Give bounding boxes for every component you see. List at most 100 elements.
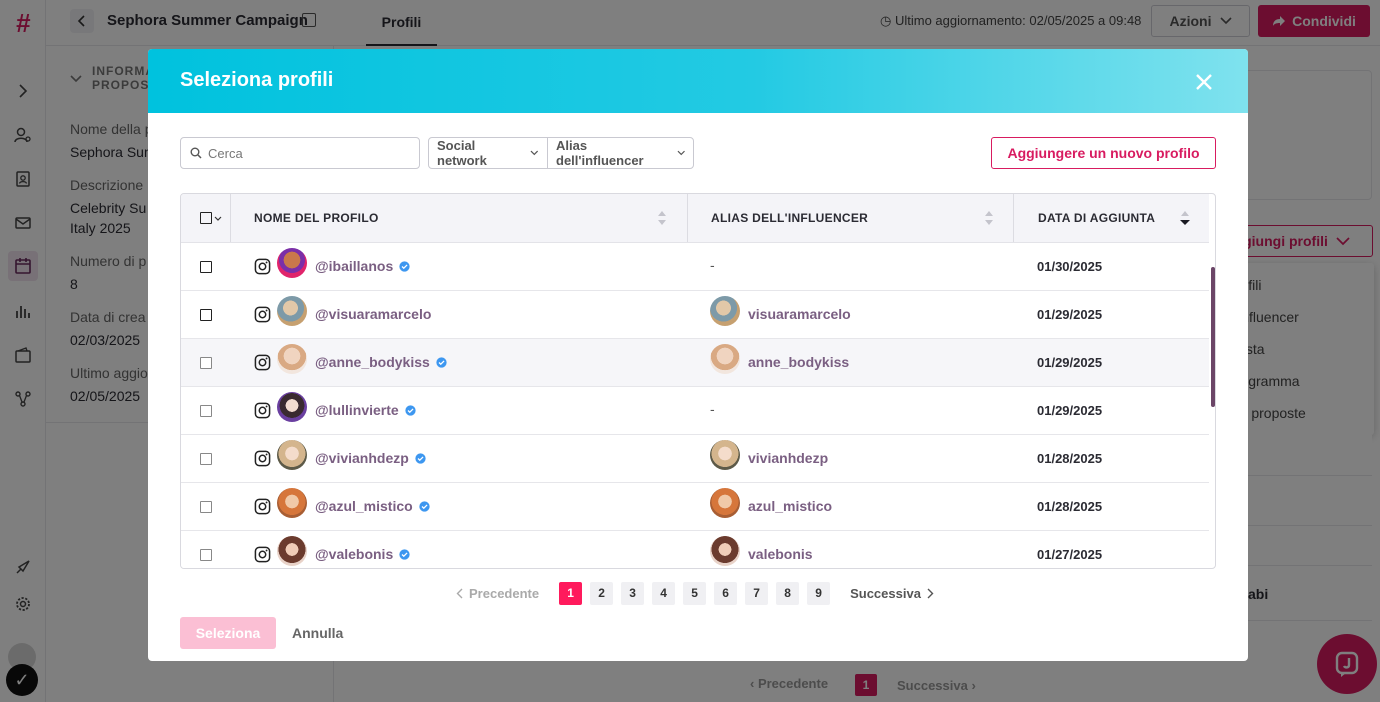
search-input[interactable] xyxy=(180,137,420,169)
row-checkbox[interactable] xyxy=(200,309,212,321)
verified-badge-icon xyxy=(405,405,416,416)
verified-badge-icon xyxy=(415,453,426,464)
influencer-alias[interactable]: anne_bodykiss xyxy=(748,354,850,370)
verified-badge-icon xyxy=(399,261,410,272)
column-header-date-added[interactable]: DATA DI AGGIUNTA xyxy=(1038,211,1156,225)
profile-handle[interactable]: @valebonis xyxy=(315,546,410,562)
select-profiles-modal: Seleziona profili Social network Alias d… xyxy=(148,49,1248,661)
alias-empty: - xyxy=(710,401,715,417)
profile-avatar xyxy=(277,248,307,278)
modal-title: Seleziona profili xyxy=(180,69,334,91)
checkbox[interactable] xyxy=(200,212,212,224)
profile-handle-text: @lullinvierte xyxy=(315,402,399,418)
table-row[interactable]: @azul_mistico azul_mistico 01/28/2025 xyxy=(181,483,1209,531)
select-button[interactable]: Seleziona xyxy=(180,617,276,649)
chevron-down-icon xyxy=(677,150,685,156)
row-checkbox[interactable] xyxy=(200,405,212,417)
date-added: 01/28/2025 xyxy=(1037,451,1103,466)
profile-handle[interactable]: @anne_bodykiss xyxy=(315,354,447,370)
search-icon xyxy=(190,147,202,159)
table-row[interactable]: @vivianhdezp vivianhdezp 01/28/2025 xyxy=(181,435,1209,483)
column-separator xyxy=(230,194,231,242)
profile-handle[interactable]: @azul_mistico xyxy=(315,498,430,514)
row-checkbox[interactable] xyxy=(200,357,212,369)
table-scrollbar-thumb[interactable] xyxy=(1211,267,1215,407)
add-new-profile-button[interactable]: Aggiungere un nuovo profilo xyxy=(991,137,1216,169)
row-checkbox[interactable] xyxy=(200,501,212,513)
row-checkbox[interactable] xyxy=(200,261,212,273)
search-field[interactable] xyxy=(208,145,408,161)
previous-page-button[interactable]: Precedente xyxy=(456,586,539,601)
influencer-alias[interactable]: azul_mistico xyxy=(748,498,833,514)
page-number[interactable]: 4 xyxy=(652,581,676,605)
date-added: 01/29/2025 xyxy=(1037,403,1103,418)
select-all-checkbox[interactable] xyxy=(200,194,222,242)
date-added: 01/29/2025 xyxy=(1037,355,1103,370)
profile-handle[interactable]: @visuaramarcelo xyxy=(315,306,432,322)
page-number[interactable]: 7 xyxy=(745,581,769,605)
profile-handle-text: @ibaillanos xyxy=(315,258,394,274)
instagram-icon xyxy=(254,402,271,419)
chevron-left-icon xyxy=(456,588,463,598)
chevron-down-icon xyxy=(530,150,539,156)
profile-avatar xyxy=(277,488,307,518)
profile-avatar xyxy=(277,440,307,470)
sort-icon[interactable] xyxy=(657,208,667,228)
verified-badge-icon xyxy=(399,549,410,560)
verified-badge-icon xyxy=(436,357,447,368)
page-number[interactable]: 9 xyxy=(807,581,831,605)
close-icon[interactable] xyxy=(1193,71,1215,93)
profiles-table: NOME DEL PROFILO ALIAS DELL'INFLUENCER D… xyxy=(180,193,1216,569)
table-row[interactable]: @ibaillanos - 01/30/2025 xyxy=(181,243,1209,291)
profile-handle-text: @valebonis xyxy=(315,546,394,562)
influencer-alias[interactable]: visuaramarcelo xyxy=(748,306,851,322)
pagination: Precedente 1 2 3 4 5 6 7 8 9 Successiva xyxy=(456,581,934,605)
influencer-alias-filter-label: Alias dell'influencer xyxy=(556,138,644,168)
next-page-label: Successiva xyxy=(850,585,921,601)
table-header: NOME DEL PROFILO ALIAS DELL'INFLUENCER D… xyxy=(181,194,1209,243)
table-row[interactable]: @anne_bodykiss anne_bodykiss 01/29/2025 xyxy=(181,339,1209,387)
social-network-filter-label: Social network xyxy=(437,138,487,168)
column-separator xyxy=(1013,194,1014,242)
influencer-avatar xyxy=(710,536,740,566)
sort-desc-icon[interactable] xyxy=(1180,208,1190,228)
instagram-icon xyxy=(254,258,271,275)
page-number[interactable]: 2 xyxy=(590,581,614,605)
profile-handle[interactable]: @lullinvierte xyxy=(315,402,416,418)
social-network-filter[interactable]: Social network xyxy=(429,138,547,168)
date-added: 01/29/2025 xyxy=(1037,307,1103,322)
influencer-alias-filter[interactable]: Alias dell'influencer xyxy=(547,138,693,168)
page-number[interactable]: 3 xyxy=(621,581,645,605)
influencer-alias[interactable]: vivianhdezp xyxy=(748,450,829,466)
table-row[interactable]: @visuaramarcelo visuaramarcelo 01/29/202… xyxy=(181,291,1209,339)
instagram-icon xyxy=(254,354,271,371)
row-checkbox[interactable] xyxy=(200,453,212,465)
page-number[interactable]: 8 xyxy=(776,581,800,605)
date-added: 01/28/2025 xyxy=(1037,499,1103,514)
profile-avatar xyxy=(277,344,307,374)
table-row[interactable]: @lullinvierte - 01/29/2025 xyxy=(181,387,1209,435)
page-number[interactable]: 6 xyxy=(714,581,738,605)
page-number[interactable]: 5 xyxy=(683,581,707,605)
profile-handle[interactable]: @ibaillanos xyxy=(315,258,410,274)
chevron-down-icon[interactable] xyxy=(214,216,222,221)
profile-handle-text: @vivianhdezp xyxy=(315,450,409,466)
column-header-profile-name[interactable]: NOME DEL PROFILO xyxy=(254,211,379,225)
profile-handle-text: @azul_mistico xyxy=(315,498,413,514)
filters: Social network Alias dell'influencer xyxy=(428,137,694,169)
page-number[interactable]: 1 xyxy=(559,581,583,605)
column-header-alias[interactable]: ALIAS DELL'INFLUENCER xyxy=(711,211,869,225)
chevron-right-icon xyxy=(927,588,934,598)
table-row[interactable]: @valebonis valebonis 01/27/2025 xyxy=(181,531,1209,568)
profile-avatar xyxy=(277,392,307,422)
verified-badge-icon xyxy=(419,501,430,512)
profile-handle[interactable]: @vivianhdezp xyxy=(315,450,426,466)
row-checkbox[interactable] xyxy=(200,549,212,561)
next-page-button[interactable]: Successiva xyxy=(850,586,934,601)
influencer-alias[interactable]: valebonis xyxy=(748,546,813,562)
sort-icon[interactable] xyxy=(984,208,994,228)
date-added: 01/27/2025 xyxy=(1037,547,1103,562)
cancel-button[interactable]: Annulla xyxy=(292,625,344,641)
alias-empty: - xyxy=(710,257,715,273)
instagram-icon xyxy=(254,498,271,515)
